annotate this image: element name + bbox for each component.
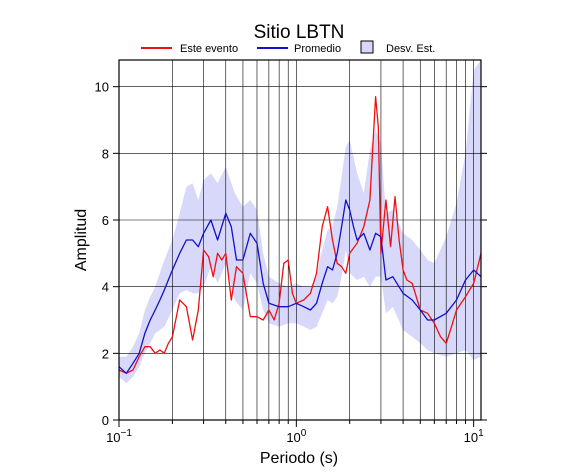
x-tick-label: 100 — [286, 428, 306, 445]
std-band — [119, 60, 481, 384]
y-tick-label: 6 — [102, 213, 109, 228]
plot-frame — [118, 59, 482, 421]
legend-label-desv-est: Desv. Est. — [386, 43, 435, 55]
x-tick-exponent: −1 — [121, 428, 133, 439]
y-tick-label: 8 — [102, 146, 109, 161]
chart-title: Sitio LBTN — [254, 22, 345, 43]
y-tick-label: 10 — [95, 80, 109, 95]
series-line-promedio — [118, 199, 482, 374]
std-band-layer — [119, 60, 481, 384]
x-tick-label: 101 — [464, 428, 484, 445]
x-axis-title: Periodo (s) — [260, 450, 338, 467]
legend-label-promedio: Promedio — [294, 43, 341, 55]
legend-label-este-evento: Este evento — [180, 43, 238, 55]
series-line-este-evento — [118, 96, 482, 374]
legend: Este evento Promedio Desv. Est. — [141, 40, 435, 55]
y-tick-label: 2 — [102, 346, 109, 361]
y-tick-label: 4 — [102, 280, 109, 295]
x-tick-exponent: 1 — [478, 428, 484, 439]
series-layer — [118, 96, 482, 374]
x-tick-exponent: 0 — [301, 428, 307, 439]
y-axis-title: Amplitud — [73, 209, 90, 271]
legend-swatch-desv-est — [360, 40, 374, 54]
x-tick-label: 10−1 — [106, 428, 132, 445]
y-tick-label: 0 — [102, 413, 109, 428]
